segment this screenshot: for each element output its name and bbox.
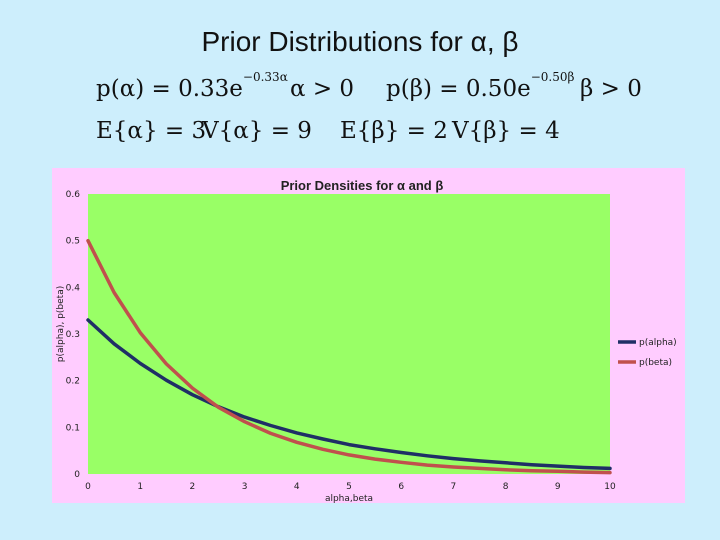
formula-alpha-exponent: −0.33α	[242, 70, 288, 85]
x-tick-label: 6	[398, 482, 404, 492]
formula-beta-exponent: −0.50β	[530, 70, 575, 85]
legend: p(alpha) p(beta)	[618, 338, 677, 368]
x-tick-label: 3	[242, 482, 248, 492]
variance-beta: V{β} = 4	[452, 118, 560, 144]
y-tick-label: 0.6	[66, 190, 81, 200]
series-line-pbeta	[86, 238, 612, 475]
formula-alpha-text: p(α) = 0.33e	[96, 76, 243, 102]
formula-beta-text: p(β) = 0.50e	[386, 76, 531, 102]
formula-alpha: p(α) = 0.33e−0.33α	[96, 70, 288, 102]
y-tick-label: 0.1	[66, 423, 80, 433]
y-axis-ticks: 0 0.1 0.2 0.3 0.4 0.5 0.6	[66, 190, 81, 480]
variance-alpha: V{α} = 9	[202, 118, 312, 144]
x-tick-label: 10	[604, 482, 616, 492]
expectation-alpha: E{α} = 3	[96, 118, 207, 144]
y-tick-label: 0.5	[66, 237, 80, 247]
formula-alpha-condition: α > 0	[290, 76, 355, 102]
series-line-palpha	[86, 318, 612, 471]
y-tick-label: 0	[74, 470, 80, 480]
chart-area: 0 0.1 0.2 0.3 0.4 0.5 0.6 0 1 2 3 4 5 6 7 8 9 10 Prior D…	[52, 168, 685, 503]
x-tick-label: 5	[346, 482, 352, 492]
chart-svg: 0 0.1 0.2 0.3 0.4 0.5 0.6 0 1 2 3 4 5 6 7 8 9 10 Prior D…	[56, 178, 677, 503]
legend-label: p(beta)	[639, 358, 672, 368]
x-tick-label: 8	[503, 482, 509, 492]
x-axis-title: alpha,beta	[325, 494, 373, 503]
x-tick-label: 1	[137, 482, 143, 492]
y-axis-title: p(alpha), p(beta)	[56, 286, 66, 362]
x-axis-ticks: 0 1 2 3 4 5 6 7 8 9 10	[85, 482, 616, 492]
expectation-beta: E{β} = 2	[340, 118, 448, 144]
y-tick-label: 0.2	[66, 377, 80, 387]
formula-beta-condition: β > 0	[580, 76, 642, 102]
chart-title: Prior Densities for α and β	[281, 178, 444, 193]
plot-area	[88, 194, 610, 474]
y-tick-label: 0.4	[66, 283, 81, 293]
formula-beta: p(β) = 0.50e−0.50β	[386, 70, 574, 102]
x-tick-label: 4	[294, 482, 300, 492]
series-lines	[86, 238, 612, 475]
slide-title: Prior Distributions for α, β	[201, 26, 519, 57]
legend-label: p(alpha)	[639, 338, 677, 348]
y-tick-label: 0.3	[66, 330, 80, 340]
x-tick-label: 2	[190, 482, 196, 492]
x-tick-label: 0	[85, 482, 91, 492]
x-tick-label: 9	[555, 482, 561, 492]
x-tick-label: 7	[451, 482, 457, 492]
